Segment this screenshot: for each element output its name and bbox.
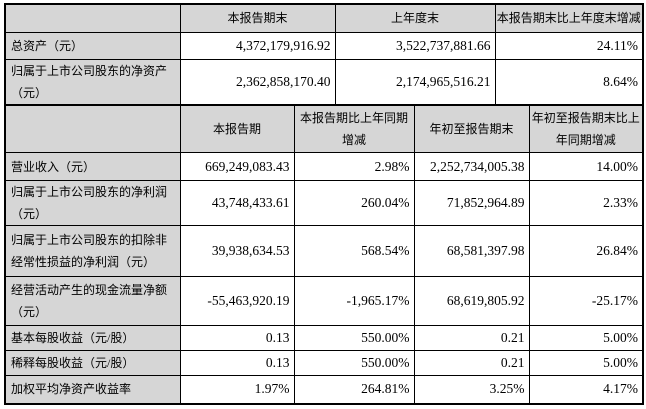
metric-value: 2.98%	[293, 152, 415, 181]
metric-value: 39,938,634.53	[179, 225, 295, 277]
table-row: 归属于上市公司股东的净资产（元） 2,362,858,170.40 2,174,…	[4, 58, 644, 105]
metric-value: 4.17%	[528, 375, 644, 404]
metric-value: 2,252,734,005.38	[413, 152, 530, 181]
metric-value: 1.97%	[179, 375, 295, 404]
metric-value: -1,965.17%	[293, 276, 415, 326]
metric-value: 24.11%	[494, 31, 644, 60]
metric-value: 5.00%	[528, 350, 644, 376]
metric-label: 经营活动产生的现金流量净额（元）	[4, 276, 181, 326]
operating-results-table: 本报告期 本报告期比上年同期增减 年初至报告期末 年初至报告期末比上年同期增减 …	[4, 103, 644, 405]
period-end-table: 本报告期末 上年度末 本报告期末比上年度末增减 总资产（元） 4,372,179…	[4, 3, 644, 106]
column-header-current-period-end: 本报告期末	[179, 3, 336, 33]
metric-value: 550.00%	[293, 350, 415, 376]
column-header-current-period: 本报告期	[179, 104, 295, 153]
table-header-row: 本报告期 本报告期比上年同期增减 年初至报告期末 年初至报告期末比上年同期增减	[4, 104, 644, 153]
table-row: 基本每股收益（元/股） 0.13 550.00% 0.21 5.00%	[4, 325, 644, 351]
financial-summary-sheet: 本报告期末 上年度末 本报告期末比上年度末增减 总资产（元） 4,372,179…	[4, 3, 644, 405]
metric-value: 3,522,737,881.66	[334, 31, 496, 60]
metric-value: -55,463,920.19	[179, 276, 295, 326]
metric-value: 43,748,433.61	[179, 180, 295, 226]
metric-value: 0.21	[413, 325, 530, 351]
metric-value: 2,174,965,516.21	[334, 58, 496, 105]
metric-value: -25.17%	[528, 276, 644, 326]
table-row: 归属于上市公司股东的净利润（元） 43,748,433.61 260.04% 7…	[4, 180, 644, 226]
metric-label: 稀释每股收益（元/股）	[4, 350, 181, 376]
metric-value: 669,249,083.43	[179, 152, 295, 181]
metric-label: 归属于上市公司股东的净利润（元）	[4, 180, 181, 226]
metric-value: 0.13	[179, 325, 295, 351]
metric-label: 加权平均净资产收益率	[4, 375, 181, 404]
metric-label: 总资产（元）	[4, 31, 181, 60]
metric-value: 3.25%	[413, 375, 530, 404]
table-row: 归属于上市公司股东的扣除非经常性损益的净利润（元） 39,938,634.53 …	[4, 225, 644, 277]
metric-value: 568.54%	[293, 225, 415, 277]
metric-value: 68,581,397.98	[413, 225, 530, 277]
metric-value: 2.33%	[528, 180, 644, 226]
metric-label: 基本每股收益（元/股）	[4, 325, 181, 351]
metric-value: 550.00%	[293, 325, 415, 351]
corner-cell	[4, 104, 181, 153]
metric-value: 4,372,179,916.92	[179, 31, 336, 60]
column-header-change-vs-prior-year-end: 本报告期末比上年度末增减	[494, 3, 644, 33]
metric-value: 14.00%	[528, 152, 644, 181]
table-row: 营业收入（元） 669,249,083.43 2.98% 2,252,734,0…	[4, 152, 644, 181]
column-header-prior-year-end: 上年度末	[334, 3, 496, 33]
table-row: 经营活动产生的现金流量净额（元） -55,463,920.19 -1,965.1…	[4, 276, 644, 326]
metric-value: 5.00%	[528, 325, 644, 351]
table-row: 加权平均净资产收益率 1.97% 264.81% 3.25% 4.17%	[4, 375, 644, 404]
column-header-ytd-change-vs-same-period: 年初至报告期末比上年同期增减	[528, 104, 644, 153]
metric-value: 8.64%	[494, 58, 644, 105]
metric-label: 归属于上市公司股东的净资产（元）	[4, 58, 181, 105]
metric-value: 68,619,805.92	[413, 276, 530, 326]
table-row: 总资产（元） 4,372,179,916.92 3,522,737,881.66…	[4, 31, 644, 60]
metric-value: 71,852,964.89	[413, 180, 530, 226]
table-header-row: 本报告期末 上年度末 本报告期末比上年度末增减	[4, 3, 644, 33]
corner-cell	[4, 3, 181, 33]
metric-value: 2,362,858,170.40	[179, 58, 336, 105]
metric-value: 0.21	[413, 350, 530, 376]
metric-value: 260.04%	[293, 180, 415, 226]
table-row: 稀释每股收益（元/股） 0.13 550.00% 0.21 5.00%	[4, 350, 644, 376]
metric-label: 归属于上市公司股东的扣除非经常性损益的净利润（元）	[4, 225, 181, 277]
column-header-year-to-date: 年初至报告期末	[413, 104, 530, 153]
metric-value: 26.84%	[528, 225, 644, 277]
metric-value: 0.13	[179, 350, 295, 376]
metric-value: 264.81%	[293, 375, 415, 404]
column-header-change-vs-same-period: 本报告期比上年同期增减	[293, 104, 415, 153]
metric-label: 营业收入（元）	[4, 152, 181, 181]
